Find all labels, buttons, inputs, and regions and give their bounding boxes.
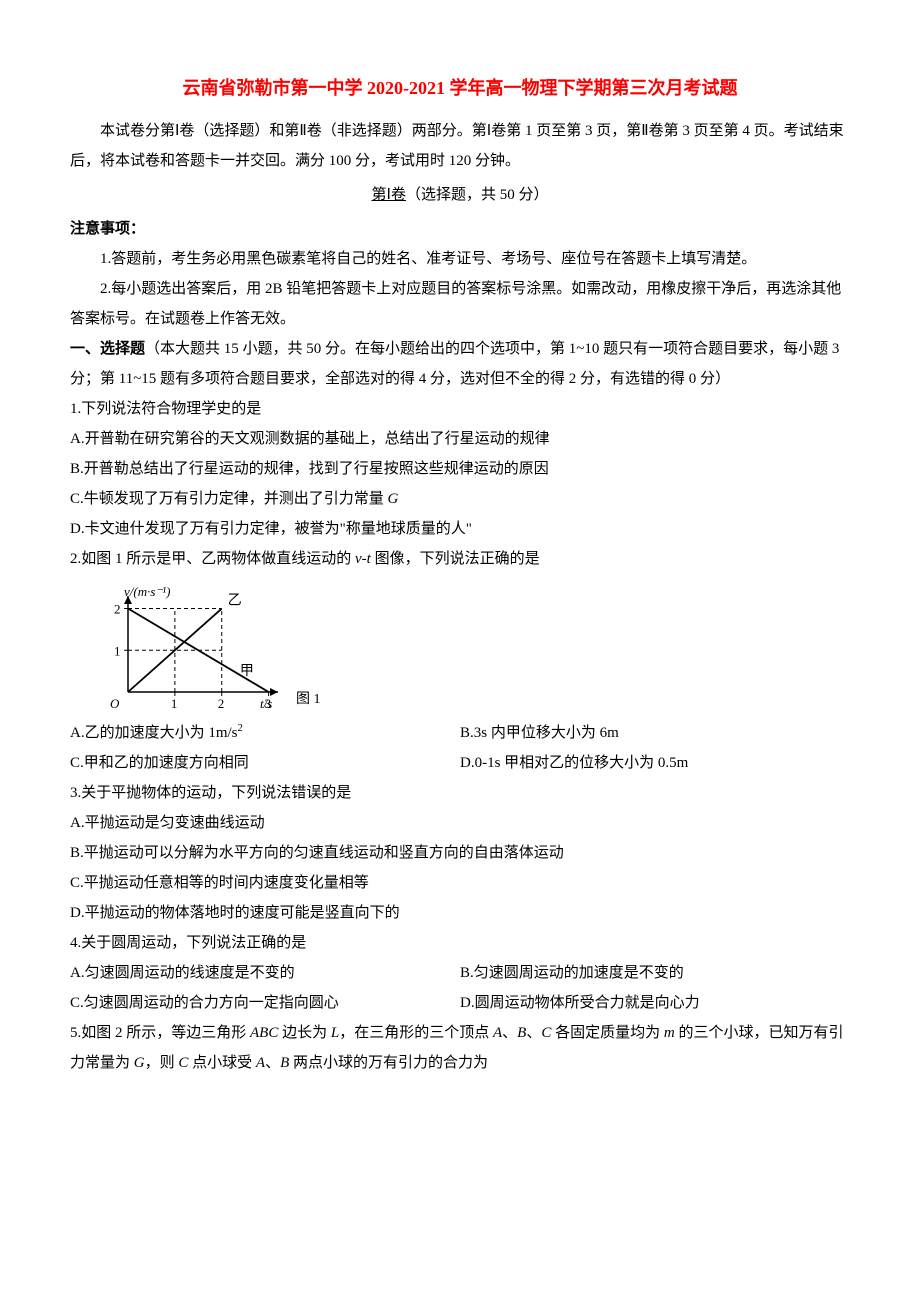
q3-opt-b: B.平抛运动可以分解为水平方向的匀速直线运动和竖直方向的自由落体运动 bbox=[70, 838, 850, 868]
q2-opt-d: D.0-1s 甲相对乙的位移大小为 0.5m bbox=[460, 748, 850, 778]
notice-1: 1.答题前，考生务必用黑色碳素笔将自己的姓名、准考证号、考场号、座位号在答题卡上… bbox=[70, 244, 850, 274]
q1-stem: 1.下列说法符合物理学史的是 bbox=[70, 394, 850, 424]
section-1-header: 第Ⅰ卷（选择题，共 50 分） bbox=[70, 180, 850, 210]
svg-text:甲: 甲 bbox=[240, 664, 254, 679]
q5-t2: 边长为 bbox=[278, 1025, 331, 1041]
q2-row1: A.乙的加速度大小为 1m/s2 B.3s 内甲位移大小为 6m bbox=[70, 718, 850, 748]
q3-stem: 3.关于平抛物体的运动，下列说法错误的是 bbox=[70, 778, 850, 808]
svg-text:v/(m·s⁻¹): v/(m·s⁻¹) bbox=[124, 584, 171, 599]
section-1-paren: （选择题，共 50 分） bbox=[406, 187, 549, 203]
section-1-label: 第Ⅰ卷 bbox=[372, 187, 406, 203]
notice-2: 2.每小题选出答案后，用 2B 铅笔把答题卡上对应题目的答案标号涂黑。如需改动，… bbox=[70, 274, 850, 334]
q4-row1: A.匀速圆周运动的线速度是不变的 B.匀速圆周运动的加速度是不变的 bbox=[70, 958, 850, 988]
svg-text:O: O bbox=[110, 696, 120, 711]
q4-opt-a: A.匀速圆周运动的线速度是不变的 bbox=[70, 958, 460, 988]
q2-pre: 2.如图 1 所示是甲、乙两物体做直线运动的 bbox=[70, 551, 355, 567]
q1-opt-c: C.牛顿发现了万有引力定律，并测出了引力常量 G bbox=[70, 484, 850, 514]
q5-A: A bbox=[493, 1025, 502, 1041]
svg-text:1: 1 bbox=[171, 696, 178, 711]
q5-abc: ABC bbox=[250, 1025, 278, 1041]
q3-opt-d: D.平抛运动的物体落地时的速度可能是竖直向下的 bbox=[70, 898, 850, 928]
q5-t4: 各固定质量均为 bbox=[551, 1025, 664, 1041]
notice-title: 注意事项： bbox=[70, 214, 850, 244]
q5-c2: 、 bbox=[526, 1025, 541, 1041]
q5-c1: 、 bbox=[502, 1025, 517, 1041]
q2a-text: A.乙的加速度大小为 1m/s bbox=[70, 725, 238, 741]
q5-t3: ，在三角形的三个顶点 bbox=[339, 1025, 493, 1041]
vt-chart: 乙甲12312Ov/(m·s⁻¹)t/s 图 1 bbox=[90, 584, 850, 714]
q2-opt-c: C.甲和乙的加速度方向相同 bbox=[70, 748, 460, 778]
q5-A2: A bbox=[256, 1055, 265, 1071]
q5-C2: C bbox=[178, 1055, 188, 1071]
q4-opt-b: B.匀速圆周运动的加速度是不变的 bbox=[460, 958, 850, 988]
q2-vt: v-t bbox=[355, 551, 371, 567]
q5-t8: 两点小球的万有引力的合力为 bbox=[289, 1055, 488, 1071]
svg-text:1: 1 bbox=[114, 643, 121, 658]
q5-stem: 5.如图 2 所示，等边三角形 ABC 边长为 L，在三角形的三个顶点 A、B、… bbox=[70, 1018, 850, 1078]
q5-t1: 5.如图 2 所示，等边三角形 bbox=[70, 1025, 250, 1041]
chart-caption: 图 1 bbox=[296, 686, 321, 714]
q5-G: G bbox=[134, 1055, 145, 1071]
q5-L: L bbox=[331, 1025, 339, 1041]
q5-B2: B bbox=[280, 1055, 289, 1071]
q1c-text: C.牛顿发现了万有引力定律，并测出了引力常量 bbox=[70, 491, 388, 507]
q2-opt-a: A.乙的加速度大小为 1m/s2 bbox=[70, 718, 460, 748]
q1c-var: G bbox=[388, 491, 399, 507]
q2a-sup: 2 bbox=[238, 723, 243, 734]
q4-stem: 4.关于圆周运动，下列说法正确的是 bbox=[70, 928, 850, 958]
svg-text:乙: 乙 bbox=[228, 593, 242, 609]
q4-opt-c: C.匀速圆周运动的合力方向一定指向圆心 bbox=[70, 988, 460, 1018]
q5-C: C bbox=[541, 1025, 551, 1041]
part-1-desc: （本大题共 15 小题，共 50 分。在每小题给出的四个选项中，第 1~10 题… bbox=[70, 341, 839, 387]
q2-stem: 2.如图 1 所示是甲、乙两物体做直线运动的 v-t 图像，下列说法正确的是 bbox=[70, 544, 850, 574]
q5-c3: 、 bbox=[265, 1055, 280, 1071]
q2-post: 图像，下列说法正确的是 bbox=[371, 551, 540, 567]
q5-t6: ，则 bbox=[145, 1055, 179, 1071]
svg-text:t/s: t/s bbox=[260, 696, 272, 711]
q1-opt-d: D.卡文迪什发现了万有引力定律，被誉为"称量地球质量的人" bbox=[70, 514, 850, 544]
q5-m: m bbox=[664, 1025, 675, 1041]
q5-t7: 点小球受 bbox=[188, 1055, 256, 1071]
q2-opt-b: B.3s 内甲位移大小为 6m bbox=[460, 718, 850, 748]
q5-B: B bbox=[517, 1025, 526, 1041]
part-1-label: 一、选择题 bbox=[70, 341, 145, 357]
exam-title: 云南省弥勒市第一中学 2020-2021 学年高一物理下学期第三次月考试题 bbox=[70, 70, 850, 106]
q3-opt-c: C.平抛运动任意相等的时间内速度变化量相等 bbox=[70, 868, 850, 898]
q4-opt-d: D.圆周运动物体所受合力就是向心力 bbox=[460, 988, 850, 1018]
q2-row2: C.甲和乙的加速度方向相同 D.0-1s 甲相对乙的位移大小为 0.5m bbox=[70, 748, 850, 778]
part-1-header: 一、选择题（本大题共 15 小题，共 50 分。在每小题给出的四个选项中，第 1… bbox=[70, 334, 850, 394]
vt-chart-svg: 乙甲12312Ov/(m·s⁻¹)t/s bbox=[90, 584, 290, 714]
svg-text:2: 2 bbox=[114, 602, 121, 617]
q1-opt-b: B.开普勒总结出了行星运动的规律，找到了行星按照这些规律运动的原因 bbox=[70, 454, 850, 484]
svg-text:2: 2 bbox=[218, 696, 225, 711]
intro-text: 本试卷分第Ⅰ卷（选择题）和第Ⅱ卷（非选择题）两部分。第Ⅰ卷第 1 页至第 3 页… bbox=[70, 116, 850, 176]
q4-row2: C.匀速圆周运动的合力方向一定指向圆心 D.圆周运动物体所受合力就是向心力 bbox=[70, 988, 850, 1018]
q1-opt-a: A.开普勒在研究第谷的天文观测数据的基础上，总结出了行星运动的规律 bbox=[70, 424, 850, 454]
q3-opt-a: A.平抛运动是匀变速曲线运动 bbox=[70, 808, 850, 838]
